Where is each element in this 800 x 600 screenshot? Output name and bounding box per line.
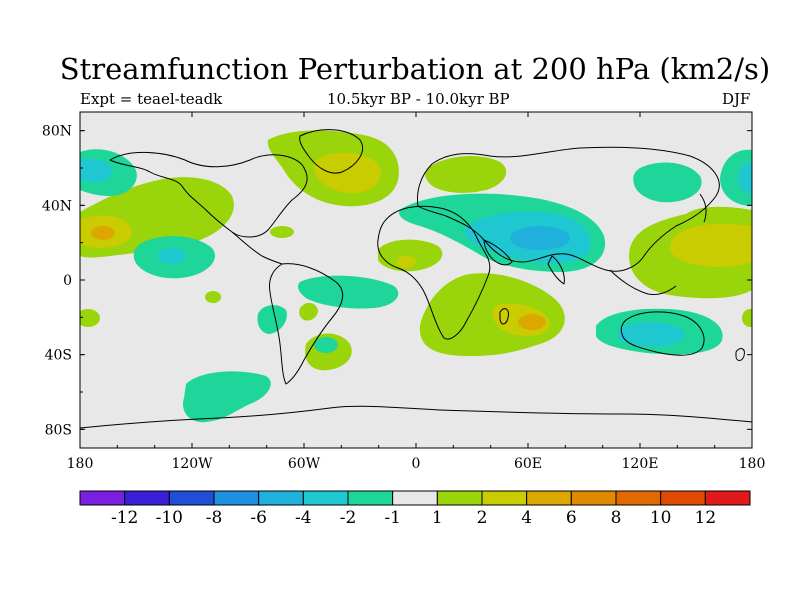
coastline-arabia [483, 239, 513, 266]
coastline-australia [620, 311, 705, 356]
y-tick-label: 40S [45, 348, 72, 364]
contour-east-edge-small-positive [742, 309, 752, 327]
colorbar-label: 1 [432, 508, 443, 528]
colorbar-swatch [436, 490, 483, 506]
contour-caribbean-small-positive [270, 226, 294, 238]
contour-tropical-pacific-negative-core [158, 248, 186, 264]
period-label: 10.5kyr BP - 10.0kyr BP [327, 90, 510, 108]
contour-south-america-negative [257, 305, 287, 334]
x-tick-label: 180 [67, 456, 94, 472]
x-tick-label: 180 [739, 456, 766, 472]
coastline-africa [377, 205, 491, 340]
colorbar-swatch [79, 490, 126, 506]
contour-northern-europe-positive [425, 156, 507, 193]
coastlines [80, 129, 752, 429]
coastline-south-america [269, 263, 344, 385]
colorbar-swatch [168, 490, 215, 506]
colorbar-swatch [124, 490, 170, 506]
coastline-southeast-asia [609, 269, 677, 295]
colorbar-swatch [347, 490, 394, 506]
contour-northwest-pacific-edge-negative [720, 149, 752, 206]
x-tick-label: 120E [622, 456, 659, 472]
colorbar-label: -4 [295, 508, 312, 528]
colorbar-label: 8 [611, 508, 622, 528]
y-tick-label: 0 [63, 273, 72, 289]
colorbar-label: -8 [206, 508, 223, 528]
coastline-north-america [109, 151, 308, 238]
contour-middle-east-negative-core [510, 226, 570, 250]
coastline-eurasia [417, 146, 720, 272]
colorbar-swatch [615, 490, 662, 506]
colorbar-swatch [481, 490, 528, 506]
coastline-japan [699, 193, 707, 223]
colorbar-swatch [526, 490, 572, 506]
x-tick-label: 120W [171, 456, 213, 472]
contour-north-pacific-max [91, 226, 115, 240]
y-axis-ticks: 80N 40N 0 40S 80S [42, 124, 752, 438]
contour-northeast-pacific-negative-core [80, 158, 113, 183]
coastline-antarctica [80, 405, 752, 429]
contour-west-edge-small-positive [80, 309, 100, 327]
x-tick-label: 0 [412, 456, 421, 472]
colorbar: -12 -10 -8 -6 -4 -2 -1 1 2 4 6 8 10 12 [79, 490, 751, 528]
y-tick-label: 80S [45, 422, 72, 438]
colorbar-label: -1 [384, 508, 401, 528]
contour-north-atlantic-positive-core [313, 152, 381, 194]
colorbar-swatch [704, 490, 751, 506]
colorbar-swatch [660, 490, 706, 506]
coastline-greenland [299, 129, 364, 174]
colorbar-label: 4 [521, 508, 532, 528]
contour-south-atlantic-negative [298, 275, 399, 309]
contour-south-atlantic-small-negative [314, 337, 338, 353]
contour-northeast-asia-negative [633, 162, 702, 203]
experiment-label: Expt = teael-teadk [80, 90, 223, 108]
contour-south-atlantic-small-positive [299, 302, 318, 321]
colorbar-label: -6 [250, 508, 267, 528]
x-tick-label: 60E [514, 456, 542, 472]
colorbar-swatch [570, 490, 617, 506]
contour-dateline-east-positive-core [669, 223, 752, 268]
colorbar-label: -12 [111, 508, 138, 528]
coastline-new-zealand [735, 348, 745, 361]
colorbar-label: 10 [650, 508, 672, 528]
contour-fields [80, 130, 752, 423]
x-tick-label: 60W [288, 456, 321, 472]
colorbar-swatch [258, 490, 304, 506]
season-label: DJF [722, 90, 751, 108]
colorbar-label: 2 [477, 508, 488, 528]
y-tick-label: 80N [42, 124, 72, 140]
colorbar-label: 6 [566, 508, 577, 528]
contour-australia-negative-core [618, 322, 685, 347]
coastline-central-america [231, 231, 283, 265]
colorbar-swatch [213, 490, 260, 506]
x-axis-ticks: 180 120W 60W 0 60E 120E 180 [67, 112, 766, 472]
plot-title: Streamfunction Perturbation at 200 hPa (… [59, 52, 771, 86]
contour-southern-indian-ocean-max [518, 314, 546, 330]
contour-east-pacific-small-positive [205, 291, 221, 303]
coastline-madagascar [499, 308, 509, 325]
colorbar-label: 12 [695, 508, 717, 528]
colorbar-label: -10 [156, 508, 183, 528]
colorbar-swatch [392, 490, 438, 506]
colorbar-label: -2 [340, 508, 357, 528]
contour-south-pacific-negative [182, 371, 271, 423]
coastline-india [547, 255, 565, 285]
contour-tropical-atlantic-positive [378, 239, 443, 272]
colorbar-swatch [302, 490, 349, 506]
contour-northwest-pacific-edge-negative-core [737, 162, 752, 194]
contour-tropical-atlantic-small-positive [396, 256, 416, 268]
y-tick-label: 40N [42, 198, 72, 214]
